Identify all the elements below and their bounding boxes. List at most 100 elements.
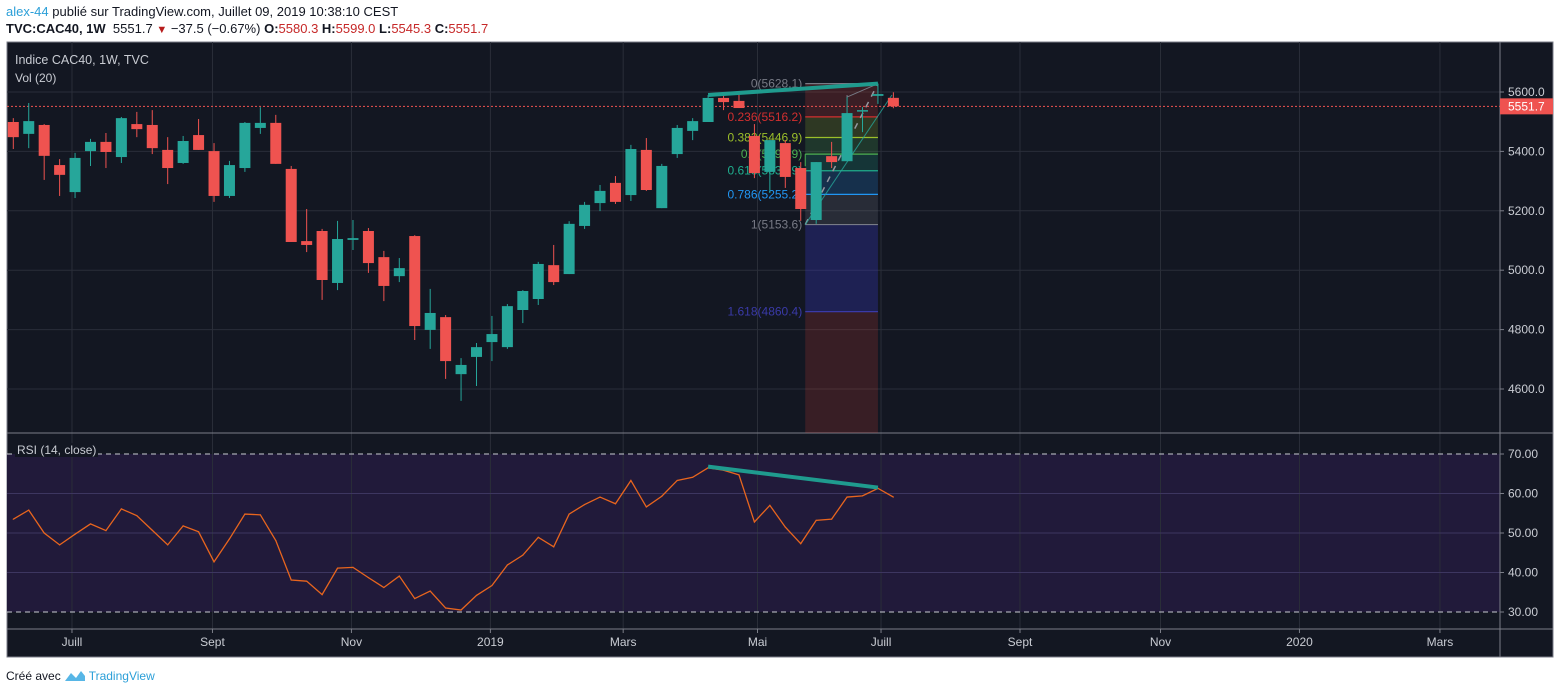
candle[interactable] — [316, 228, 328, 300]
rsi-point — [290, 579, 292, 581]
candle-body — [810, 162, 822, 221]
candle[interactable] — [779, 140, 791, 188]
rsi-indicator-label[interactable]: RSI (14, close) — [15, 443, 99, 457]
candle-body — [38, 124, 50, 156]
candle[interactable] — [208, 143, 220, 202]
candle-body — [579, 204, 591, 226]
candle[interactable] — [7, 118, 19, 150]
candle-body — [671, 127, 683, 155]
time-axis-label: Juill — [62, 635, 83, 649]
last-price: 5551.7 — [112, 21, 153, 36]
candle[interactable] — [193, 119, 205, 150]
candle-body — [362, 230, 374, 264]
tradingview-link[interactable]: TradingView — [88, 669, 155, 683]
candle[interactable] — [887, 92, 899, 109]
candle[interactable] — [177, 135, 189, 164]
candle[interactable] — [517, 290, 529, 324]
candle-body — [625, 149, 637, 196]
candle[interactable] — [38, 124, 50, 180]
rsi-point — [336, 567, 339, 569]
candle[interactable] — [146, 110, 158, 155]
volume-indicator-label[interactable]: Vol (20) — [15, 71, 57, 85]
price-trendline[interactable] — [707, 81, 879, 97]
candle[interactable] — [239, 121, 251, 172]
rsi-point — [445, 607, 447, 609]
candle[interactable] — [795, 162, 807, 221]
candle-body — [857, 110, 868, 112]
candle[interactable] — [594, 184, 606, 212]
candle[interactable] — [440, 315, 452, 379]
candle[interactable] — [486, 315, 498, 362]
candle[interactable] — [162, 137, 174, 185]
rsi-point — [321, 594, 323, 596]
rsi-point — [306, 580, 308, 582]
candle[interactable] — [609, 176, 621, 204]
rsi-point — [506, 564, 508, 566]
candle[interactable] — [764, 140, 776, 193]
candle[interactable] — [471, 342, 482, 387]
candle[interactable] — [841, 97, 853, 162]
candle[interactable] — [285, 165, 297, 242]
candle[interactable] — [857, 107, 868, 133]
rsi-point — [151, 529, 153, 531]
rsi-point — [228, 538, 231, 540]
candle[interactable] — [301, 209, 313, 253]
candle[interactable] — [501, 304, 513, 349]
candle[interactable] — [687, 118, 699, 141]
candle[interactable] — [362, 228, 374, 273]
candle-body — [779, 143, 791, 177]
author-link[interactable]: alex-44 — [6, 4, 49, 19]
candle[interactable] — [332, 220, 344, 291]
candle[interactable] — [656, 163, 668, 209]
candle[interactable] — [424, 288, 436, 349]
candle[interactable] — [455, 358, 467, 401]
candle[interactable] — [563, 221, 575, 275]
candle[interactable] — [409, 235, 421, 340]
candle[interactable] — [223, 160, 235, 199]
rsi-point — [861, 495, 864, 497]
candle[interactable] — [733, 94, 745, 109]
rsi-point — [630, 479, 632, 482]
candle[interactable] — [640, 138, 652, 191]
candle[interactable] — [625, 144, 637, 201]
rsi-axis-label: 30.00 — [1508, 605, 1538, 619]
candle[interactable] — [54, 159, 66, 196]
candle-body — [424, 312, 436, 330]
fib-extension-zone — [805, 311, 878, 433]
candle[interactable] — [69, 152, 81, 199]
rsi-point — [367, 577, 370, 579]
publish-text: publié sur TradingView.com, Juillet 09, … — [52, 4, 399, 19]
candle[interactable] — [579, 201, 591, 229]
candle-body — [285, 168, 297, 242]
candle[interactable] — [347, 220, 359, 251]
candle[interactable] — [748, 124, 760, 179]
candle[interactable] — [23, 102, 35, 149]
candle[interactable] — [826, 141, 838, 169]
candle[interactable] — [100, 132, 112, 169]
candle-body — [131, 124, 143, 130]
candle-body — [115, 118, 127, 158]
rsi-axis-label: 60.00 — [1508, 487, 1538, 501]
fib-level-label: 0.236(5516.2) — [728, 110, 803, 124]
candle[interactable] — [532, 261, 544, 305]
candle[interactable] — [671, 124, 683, 158]
candle[interactable] — [702, 94, 714, 122]
candle[interactable] — [810, 162, 822, 224]
candle[interactable] — [131, 111, 143, 138]
candle-body — [347, 238, 359, 240]
rsi-point — [74, 533, 76, 535]
candle[interactable] — [270, 114, 282, 164]
candle[interactable] — [115, 116, 127, 163]
fib-zone — [805, 224, 878, 312]
rsi-trendline[interactable] — [707, 464, 879, 490]
candle[interactable] — [254, 107, 266, 134]
candle[interactable] — [548, 244, 560, 286]
candle-body — [54, 165, 66, 175]
candle[interactable] — [378, 250, 390, 302]
fib-level-label: 1.618(4860.4) — [728, 305, 803, 319]
price-axis-label: 4600.0 — [1508, 382, 1545, 396]
candle[interactable] — [872, 83, 884, 104]
candle[interactable] — [393, 258, 405, 283]
candle[interactable] — [85, 138, 96, 166]
